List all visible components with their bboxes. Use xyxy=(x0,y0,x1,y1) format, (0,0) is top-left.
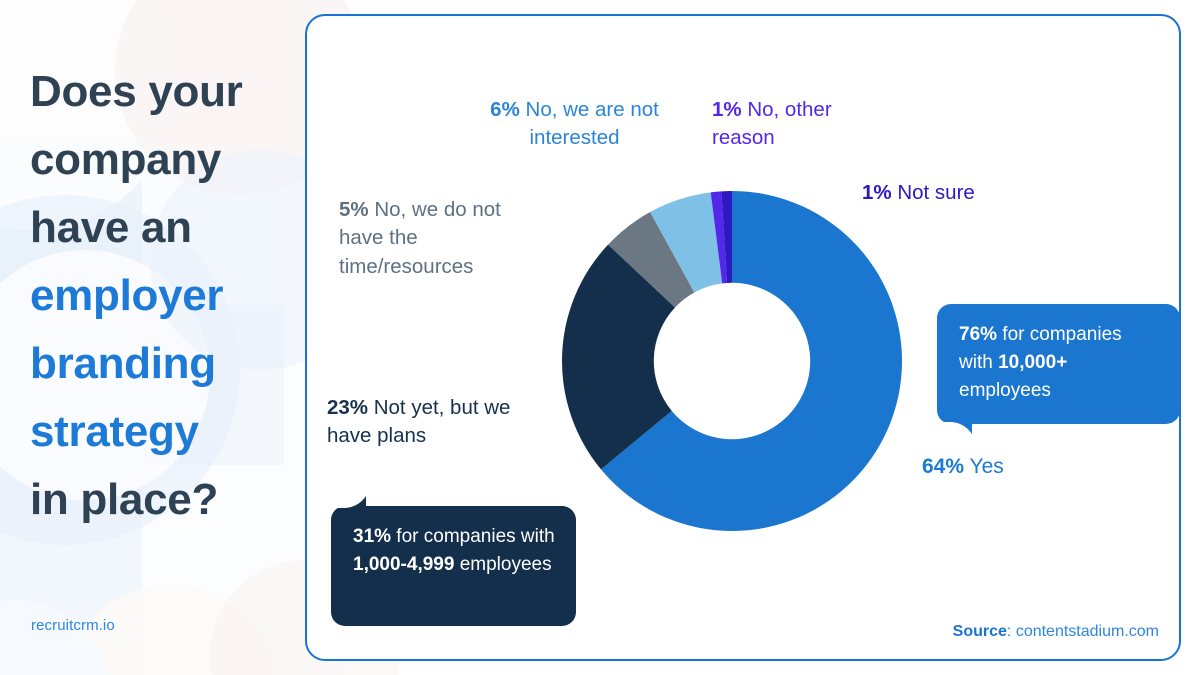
source-value: : contentstadium.com xyxy=(1006,623,1159,640)
callout-blue-tail: employees xyxy=(959,379,1051,401)
callout-blue-strong: 10,000+ xyxy=(998,351,1068,373)
callout-navy-tail: employees xyxy=(454,553,552,575)
callout-large-companies: 76% for companies with 10,000+ employees xyxy=(937,304,1180,449)
source-line: Source: contentstadium.com xyxy=(953,623,1159,641)
donut-chart xyxy=(557,186,907,536)
headline-line-5: branding xyxy=(30,338,216,388)
callout-mid-companies: 31% for companies with 1,000-4,999 emplo… xyxy=(331,481,576,626)
callout-blue-pct: 76% xyxy=(959,324,998,345)
label-no-not-interested: 6% No, we are not interested xyxy=(482,96,667,153)
donut-slice-no-other-reason[interactable] xyxy=(710,191,728,284)
headline-line-4: employer xyxy=(30,270,224,320)
label-not-yet-plans: 23% Not yet, but we have plans xyxy=(327,394,547,451)
label-no-other-reason-text: No, other reason xyxy=(712,98,832,150)
label-yes: 64% Yes xyxy=(922,453,1092,482)
donut-slice-yes[interactable] xyxy=(601,191,902,531)
donut-slice-group xyxy=(562,191,902,531)
headline-line-2: company xyxy=(30,134,222,184)
headline-block: Does your company have an employer brand… xyxy=(30,58,292,534)
label-no-not-interested-pct: 6% xyxy=(490,98,520,121)
label-yes-pct: 64% xyxy=(922,455,965,478)
donut-slice-not-yet-but-we-have-plans[interactable] xyxy=(562,244,675,470)
donut-svg xyxy=(562,191,902,531)
donut-slice-no-we-do-not-have-the-time-resources[interactable] xyxy=(608,212,695,308)
chart-card: 6% No, we are not interested 1% No, othe… xyxy=(305,14,1181,661)
callout-blue-mid: for companies with xyxy=(959,324,1122,373)
bg-circle-large-7 xyxy=(0,600,110,675)
headline-line-3: have an xyxy=(30,202,192,252)
label-no-time-resources: 5% No, we do not have the time/resources xyxy=(339,196,549,281)
headline-line-7: in place? xyxy=(30,474,219,524)
callout-navy-mid: for companies with xyxy=(391,526,555,547)
label-yes-text: Yes xyxy=(964,455,1004,478)
label-no-not-interested-text: No, we are not interested xyxy=(519,98,659,150)
callout-navy-pct: 31% xyxy=(353,526,392,547)
label-no-other-reason-pct: 1% xyxy=(712,98,742,121)
label-not-yet-plans-text: Not yet, but we have plans xyxy=(327,396,511,448)
callout-navy-strong: 1,000-4,999 xyxy=(353,553,455,575)
donut-slice-not-sure[interactable] xyxy=(721,191,732,283)
label-no-time-resources-pct: 5% xyxy=(339,198,369,221)
label-not-sure: 1% Not sure xyxy=(862,179,1062,207)
label-no-other-reason: 1% No, other reason xyxy=(712,96,872,153)
headline-line-6: strategy xyxy=(30,406,199,456)
label-no-time-resources-text: No, we do not have the time/resources xyxy=(339,198,501,278)
label-not-yet-plans-pct: 23% xyxy=(327,396,369,419)
brand-watermark: recruitcrm.io xyxy=(31,617,115,634)
page-title: Does your company have an employer brand… xyxy=(30,58,292,534)
donut-slice-no-we-are-not-interested[interactable] xyxy=(650,192,723,293)
headline-line-1: Does your xyxy=(30,67,243,116)
source-label: Source xyxy=(952,623,1007,640)
label-not-sure-text: Not sure xyxy=(891,181,975,204)
label-not-sure-pct: 1% xyxy=(862,181,892,204)
